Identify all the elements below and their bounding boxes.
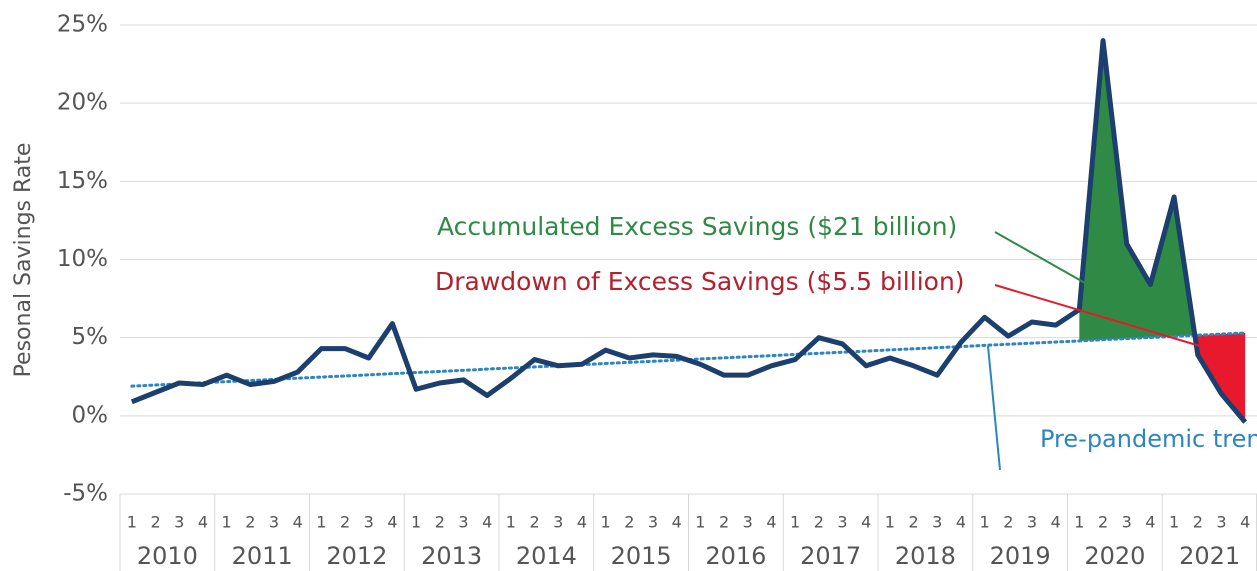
x-tick-label: 2: [814, 513, 824, 532]
x-tick-label: 1: [1169, 513, 1179, 532]
x-tick-label: 2: [340, 513, 350, 532]
x-tick-label: 3: [1216, 513, 1226, 532]
x-tick-label: 3: [553, 513, 563, 532]
x-tick-label: 4: [672, 513, 682, 532]
drawdown-area: [1194, 332, 1246, 423]
x-tick-label: 1: [1074, 513, 1084, 532]
y-tick-label: -5%: [63, 481, 108, 507]
x-tick-label: 2: [245, 513, 255, 532]
year-label: 2021: [1179, 542, 1240, 570]
x-tick-label: 1: [601, 513, 611, 532]
x-tick-label: 1: [316, 513, 326, 532]
x-tick-label: 1: [980, 513, 990, 532]
y-tick-label: 0%: [72, 402, 109, 428]
trend-label: Pre-pandemic trend: [1040, 425, 1257, 453]
year-label: 2018: [895, 542, 956, 570]
x-tick-label: 3: [1122, 513, 1132, 532]
x-tick-label: 4: [1051, 513, 1061, 532]
x-tick-label: 3: [837, 513, 847, 532]
x-tick-label: 4: [293, 513, 303, 532]
year-label: 2015: [611, 542, 672, 570]
x-tick-label: 4: [577, 513, 587, 532]
x-tick-label: 3: [932, 513, 942, 532]
annotation: Accumulated Excess Savings ($21 billion): [437, 212, 957, 241]
y-axis-title: Pesonal Savings Rate: [11, 143, 36, 378]
annotation-leader: [994, 284, 1201, 347]
x-tick-label: 3: [648, 513, 658, 532]
x-tick-label: 4: [198, 513, 208, 532]
x-tick-label: 2: [908, 513, 918, 532]
y-tick-label: 15%: [57, 168, 108, 194]
year-label: 2012: [326, 542, 387, 570]
y-tick-label: 25%: [57, 12, 108, 38]
year-label: 2011: [232, 542, 293, 570]
year-label: 2016: [705, 542, 766, 570]
x-tick-label: 3: [1027, 513, 1037, 532]
year-label: 2013: [421, 542, 482, 570]
x-tick-label: 1: [885, 513, 895, 532]
y-tick-label: 10%: [57, 246, 108, 272]
x-tick-label: 4: [956, 513, 966, 532]
x-tick-label: 2: [1193, 513, 1203, 532]
x-tick-label: 2: [1003, 513, 1013, 532]
x-tick-label: 1: [695, 513, 705, 532]
x-tick-label: 1: [127, 513, 137, 532]
year-label: 2017: [800, 542, 861, 570]
x-tick-label: 2: [435, 513, 445, 532]
x-tick-label: 2: [150, 513, 160, 532]
year-label: 2019: [990, 542, 1051, 570]
x-tick-label: 2: [1098, 513, 1108, 532]
year-label: 2020: [1084, 542, 1145, 570]
x-tick-label: 3: [269, 513, 279, 532]
savings-line: [130, 38, 1248, 424]
trend-leader: [987, 345, 1001, 471]
x-tick-label: 4: [387, 513, 397, 532]
year-label: 2010: [137, 542, 198, 570]
x-tick-label: 4: [1145, 513, 1155, 532]
excess-area: [1079, 40, 1195, 341]
x-tick-label: 4: [1240, 513, 1250, 532]
x-tick-label: 3: [743, 513, 753, 532]
x-tick-label: 1: [222, 513, 232, 532]
x-tick-label: 2: [529, 513, 539, 532]
x-tick-label: 2: [719, 513, 729, 532]
x-tick-label: 1: [790, 513, 800, 532]
annotation: Drawdown of Excess Savings ($5.5 billion…: [435, 267, 965, 296]
annotation-leader: [994, 231, 1086, 284]
x-tick-label: 1: [411, 513, 421, 532]
y-tick-label: 5%: [72, 324, 109, 350]
year-label: 2014: [516, 542, 577, 570]
x-tick-label: 1: [506, 513, 516, 532]
x-tick-label: 3: [458, 513, 468, 532]
x-tick-label: 3: [174, 513, 184, 532]
x-tick-label: 4: [482, 513, 492, 532]
x-tick-label: 2: [624, 513, 634, 532]
x-tick-label: 3: [364, 513, 374, 532]
x-tick-label: 4: [861, 513, 871, 532]
y-tick-label: 20%: [57, 90, 108, 116]
x-tick-label: 4: [766, 513, 776, 532]
